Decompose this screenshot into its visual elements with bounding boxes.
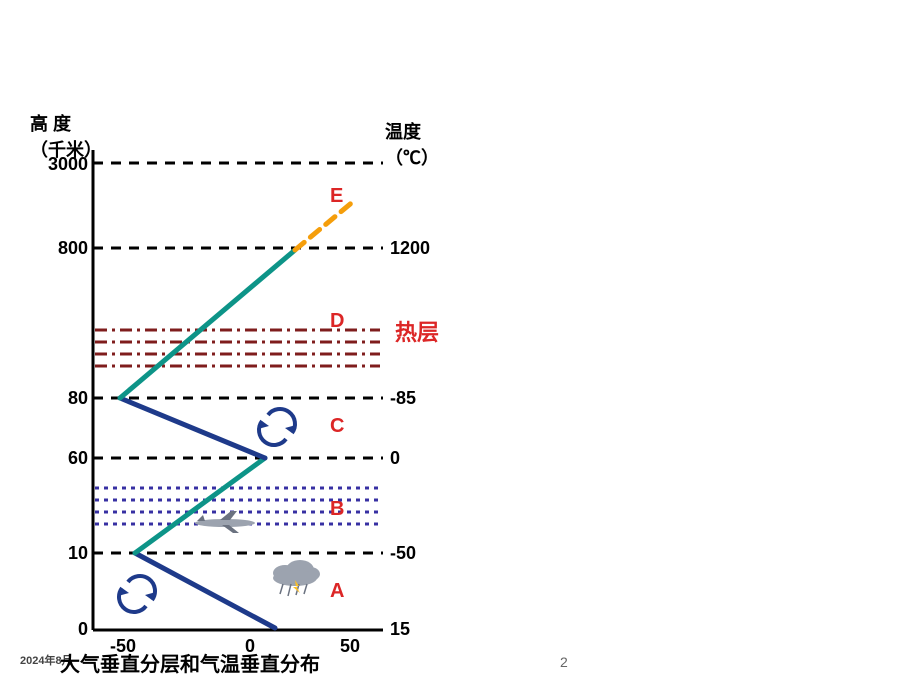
ytick-10: 10 bbox=[50, 543, 88, 564]
footer-title: 大气垂直分层和气温垂直分布 bbox=[60, 648, 320, 677]
ytick-80: 80 bbox=[50, 388, 88, 409]
thermosphere-label: 热层 bbox=[395, 315, 439, 347]
circulation-arrow-c bbox=[258, 409, 296, 445]
ionosphere-band bbox=[95, 330, 380, 366]
airplane-icon bbox=[195, 511, 255, 533]
rtick-m85: -85 bbox=[390, 388, 416, 409]
circulation-arrow-a bbox=[118, 576, 156, 612]
right-axis-title: 温度 （℃） bbox=[385, 118, 439, 170]
layer-b: B bbox=[330, 498, 344, 521]
layer-d: D bbox=[330, 310, 344, 333]
cloud-icon bbox=[273, 560, 320, 596]
layer-e: E bbox=[330, 185, 343, 208]
rtick-m50: -50 bbox=[390, 543, 416, 564]
page-number: 2 bbox=[560, 654, 568, 670]
ytick-800: 800 bbox=[40, 238, 88, 259]
extension-line bbox=[295, 200, 355, 250]
rtick-0: 0 bbox=[390, 448, 400, 469]
xtick-50: 50 bbox=[340, 636, 360, 657]
layer-a: A bbox=[330, 580, 344, 603]
ytick-60: 60 bbox=[50, 448, 88, 469]
rtick-15: 15 bbox=[390, 619, 410, 640]
rtick-1200: 1200 bbox=[390, 238, 430, 259]
gridlines bbox=[93, 163, 383, 553]
ytick-3000: 3000 bbox=[30, 154, 88, 175]
layer-c: C bbox=[330, 415, 344, 438]
atmosphere-chart bbox=[0, 0, 920, 690]
ytick-0: 0 bbox=[50, 619, 88, 640]
temperature-line bbox=[120, 250, 295, 628]
